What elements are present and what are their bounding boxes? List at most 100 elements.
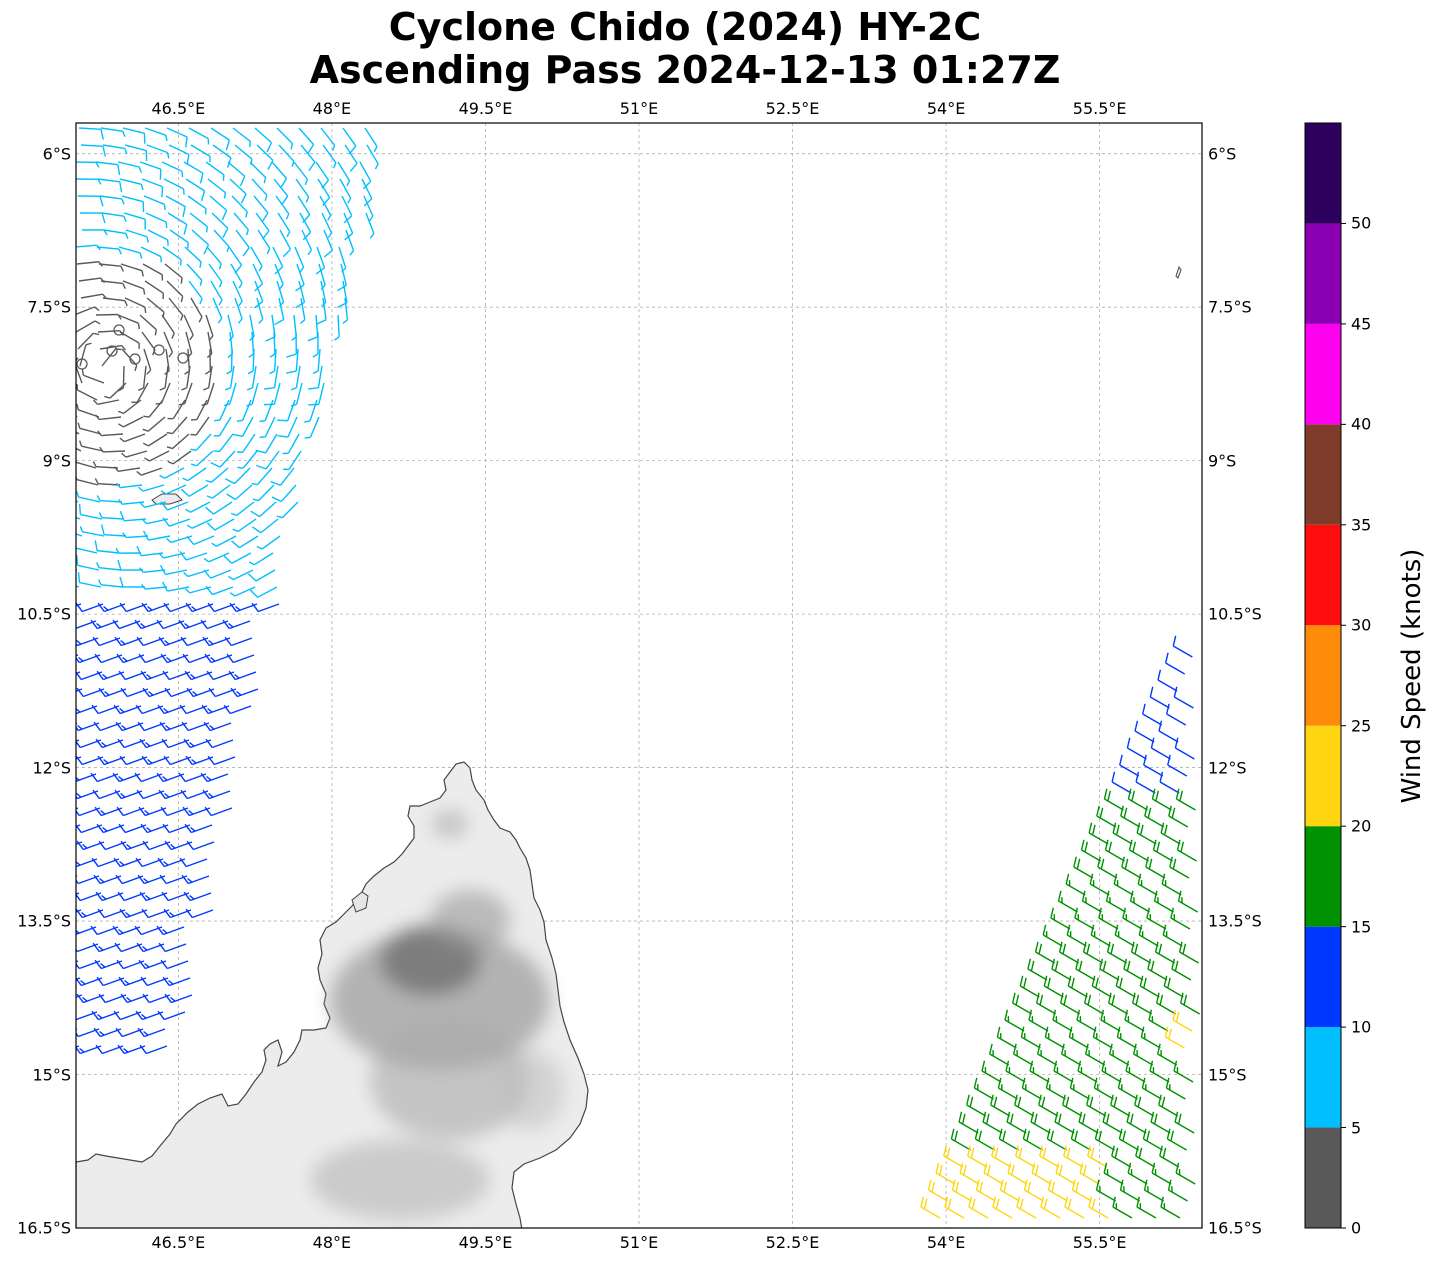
wind-barb <box>76 461 97 469</box>
wind-barb <box>315 161 330 189</box>
wind-barb <box>257 229 271 255</box>
wind-barb <box>120 263 144 277</box>
wind-barb <box>256 297 264 324</box>
wind-barb <box>342 297 349 324</box>
wind-barb <box>188 127 210 145</box>
wind-barb <box>1077 1060 1098 1083</box>
wind-barb <box>1174 737 1195 760</box>
wind-barb <box>190 433 212 452</box>
wind-barb <box>131 382 149 404</box>
wind-barb <box>1140 1026 1161 1049</box>
lon-tick-label-top: 52.5°E <box>765 99 820 118</box>
wind-barb <box>138 365 147 391</box>
wind-barb <box>78 504 103 520</box>
wind-barb <box>166 280 184 303</box>
wind-barb <box>160 501 189 511</box>
wind-barb <box>119 576 146 588</box>
wind-barb <box>1073 856 1094 879</box>
wind-barb <box>1122 907 1143 930</box>
wind-barb <box>982 1111 1003 1134</box>
wind-barb <box>230 687 259 698</box>
wind-barb <box>1045 1077 1066 1100</box>
colorbar-bin <box>1305 926 1341 1028</box>
wind-barb <box>1102 1111 1123 1134</box>
wind-barb <box>1114 924 1135 947</box>
wind-barb <box>214 399 230 422</box>
wind-barb <box>1136 1196 1157 1219</box>
wind-barb <box>223 704 252 715</box>
wind-barb <box>138 484 165 492</box>
wind-barb <box>210 127 231 151</box>
wind-barb <box>1136 822 1157 845</box>
wind-barb <box>142 263 164 281</box>
wind-barb <box>1149 686 1170 709</box>
wind-barb <box>118 416 144 428</box>
wind-barb <box>958 1111 979 1134</box>
wind-barb <box>205 501 233 515</box>
wind-barb <box>76 491 101 503</box>
wind-barb <box>361 178 373 207</box>
wind-barb <box>141 331 156 356</box>
colorbar-bin <box>1305 223 1341 324</box>
wind-barb <box>1157 669 1178 692</box>
wind-barb <box>274 263 284 290</box>
colorbar-frame <box>1304 122 1342 1229</box>
wind-barb <box>142 433 168 447</box>
wind-barb <box>1166 703 1187 726</box>
wind-barb <box>165 195 186 218</box>
wind-barb <box>1094 1128 1115 1151</box>
wind-barb <box>81 229 108 236</box>
wind-barb <box>1150 1111 1171 1134</box>
wind-barb <box>48 858 75 866</box>
lat-tick-label-left: 7.5°S <box>27 297 71 317</box>
wind-barb <box>100 524 127 537</box>
wind-barb <box>1043 975 1064 998</box>
wind-barb <box>141 583 168 590</box>
wind-barb <box>975 1179 996 1202</box>
wind-barb <box>316 297 327 325</box>
wind-barb <box>1155 992 1177 1015</box>
wind-barb <box>1170 907 1191 930</box>
wind-barb <box>161 581 190 592</box>
wind-barb <box>312 331 319 358</box>
wind-barb <box>250 246 263 272</box>
wind-barb <box>116 482 143 489</box>
wind-barb <box>143 399 164 418</box>
wind-barb <box>247 348 255 375</box>
wind-barb <box>76 547 98 554</box>
wind-barb <box>991 1145 1012 1168</box>
wind-barb <box>124 297 147 314</box>
wind-barb <box>363 195 374 222</box>
wind-barb <box>101 212 127 222</box>
wind-barb <box>158 942 187 953</box>
wind-barb <box>1176 839 1197 862</box>
wind-barb <box>144 280 165 300</box>
wind-barb <box>99 446 126 453</box>
wind-barb <box>224 365 235 391</box>
wind-barb <box>1162 924 1183 947</box>
nosy-be-island <box>351 891 369 913</box>
wind-barb <box>1058 941 1080 964</box>
wind-barb <box>301 229 313 256</box>
wind-barb <box>166 416 188 435</box>
wind-barb <box>246 365 257 391</box>
wind-barb <box>162 246 182 266</box>
wind-barb <box>190 144 211 163</box>
wind-barb <box>119 178 144 191</box>
wind-barb <box>139 567 166 574</box>
colorbar-tick-label: 5 <box>1351 1118 1362 1138</box>
wind-barb <box>1011 992 1033 1015</box>
wind-barb <box>1118 1128 1139 1151</box>
lon-tick-label-top: 54°E <box>926 99 966 118</box>
wind-barb <box>333 314 340 341</box>
wind-barb <box>183 161 204 184</box>
wind-barb <box>223 552 252 564</box>
lat-tick-label-left: 13.5°S <box>17 911 71 931</box>
wind-barb <box>944 1196 965 1219</box>
wind-barb <box>76 739 80 742</box>
wind-barb <box>1106 941 1128 964</box>
wind-barb <box>184 246 202 268</box>
wind-barb <box>295 280 306 309</box>
wind-barb <box>1064 1196 1085 1219</box>
